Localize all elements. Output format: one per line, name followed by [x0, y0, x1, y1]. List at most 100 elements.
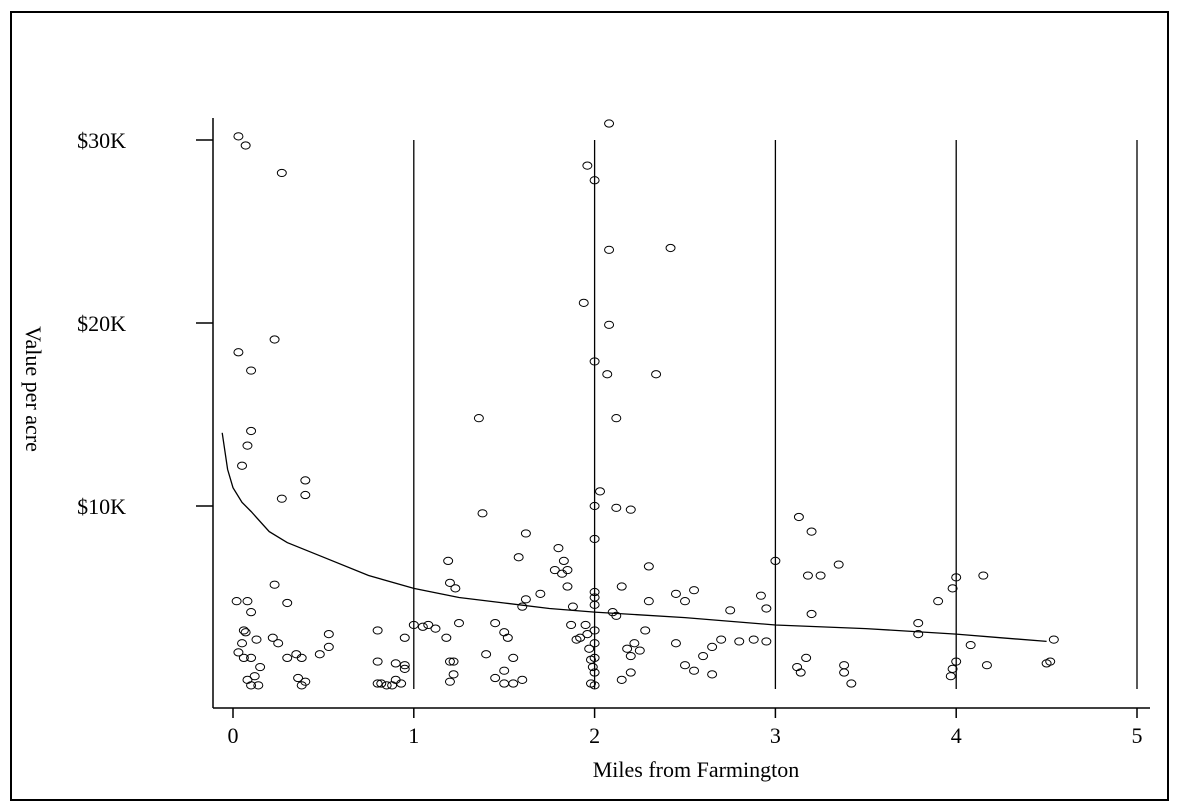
data-point — [575, 633, 586, 642]
data-point — [381, 681, 392, 690]
data-point — [520, 595, 531, 604]
data-point — [795, 668, 806, 677]
data-point — [616, 582, 627, 591]
x-tick-label: 0 — [228, 723, 239, 748]
data-point — [651, 370, 662, 379]
data-point — [323, 630, 334, 639]
data-point — [761, 604, 772, 613]
data-point — [253, 681, 264, 690]
data-point — [558, 556, 569, 566]
data-point — [947, 584, 958, 593]
data-point — [276, 494, 287, 503]
data-point — [562, 565, 573, 575]
data-point — [846, 679, 857, 688]
x-axis-title: Miles from Farmington — [593, 757, 800, 782]
data-point — [490, 673, 501, 683]
data-point — [680, 661, 690, 670]
data-point — [611, 611, 622, 620]
data-point — [267, 633, 278, 642]
data-point — [604, 245, 615, 254]
data-point — [670, 639, 681, 648]
data-point — [604, 119, 615, 128]
data-point — [670, 589, 681, 598]
data-point — [282, 598, 293, 608]
data-point — [625, 651, 636, 661]
data-point — [566, 620, 577, 630]
data-point — [246, 366, 257, 375]
data-point — [1045, 657, 1056, 666]
data-point — [390, 659, 401, 668]
data-point — [517, 602, 528, 611]
data-point — [748, 635, 759, 644]
data-point — [589, 639, 600, 648]
data-point — [589, 501, 600, 511]
data-point — [978, 571, 989, 580]
data-point — [643, 562, 654, 571]
y-tick-label: $10K — [77, 494, 126, 519]
data-point — [240, 628, 251, 637]
data-point — [246, 426, 257, 436]
data-point — [314, 650, 325, 659]
data-point — [567, 602, 578, 611]
data-point — [589, 681, 600, 690]
data-point — [755, 591, 766, 600]
data-point — [300, 490, 311, 500]
data-point — [933, 597, 944, 606]
data-point — [473, 414, 484, 423]
data-point — [833, 560, 844, 569]
data-point — [240, 141, 251, 150]
data-point — [535, 589, 546, 598]
data-point — [562, 582, 573, 591]
data-point — [806, 609, 817, 619]
data-point — [300, 476, 311, 485]
data-point — [839, 668, 850, 677]
data-point — [520, 529, 531, 538]
data-point — [698, 651, 709, 661]
data-point — [296, 653, 307, 662]
data-point — [689, 666, 700, 675]
x-tick-label: 5 — [1132, 723, 1143, 748]
data-point — [441, 633, 452, 642]
axes — [212, 118, 1150, 709]
data-point — [553, 543, 564, 553]
data-point — [578, 298, 589, 307]
data-point — [499, 666, 510, 675]
data-point — [589, 587, 600, 597]
fitted-curve — [221, 432, 1047, 643]
data-point — [251, 635, 262, 644]
data-point — [913, 619, 924, 628]
data-point — [716, 635, 727, 644]
data-point — [246, 608, 257, 617]
data-point — [454, 619, 464, 628]
data-point — [945, 672, 956, 681]
data-point — [448, 670, 459, 679]
data-point — [269, 580, 280, 589]
data-point — [490, 619, 501, 628]
data-point — [242, 597, 253, 606]
data-point — [951, 573, 962, 582]
data-point — [408, 620, 419, 630]
data-point — [255, 662, 266, 672]
data-point — [793, 512, 804, 522]
data-point — [499, 679, 510, 688]
data-point — [444, 578, 455, 587]
data-point — [589, 626, 600, 635]
data-point — [423, 620, 434, 630]
x-tick-label: 1 — [408, 723, 419, 748]
data-point — [237, 461, 248, 470]
data-point — [604, 320, 615, 329]
data-point — [707, 670, 718, 679]
x-axis-ticks: 0 1 2 3 4 5 — [228, 708, 1143, 748]
data-point — [549, 565, 560, 575]
data-point — [233, 348, 244, 357]
data-point — [242, 441, 253, 450]
data-point — [399, 664, 410, 673]
data-point — [981, 661, 992, 670]
data-point — [913, 630, 924, 639]
data-point — [1048, 635, 1059, 644]
data-point — [589, 653, 600, 662]
data-point — [396, 679, 407, 688]
data-point — [273, 639, 284, 648]
data-point — [517, 675, 528, 684]
